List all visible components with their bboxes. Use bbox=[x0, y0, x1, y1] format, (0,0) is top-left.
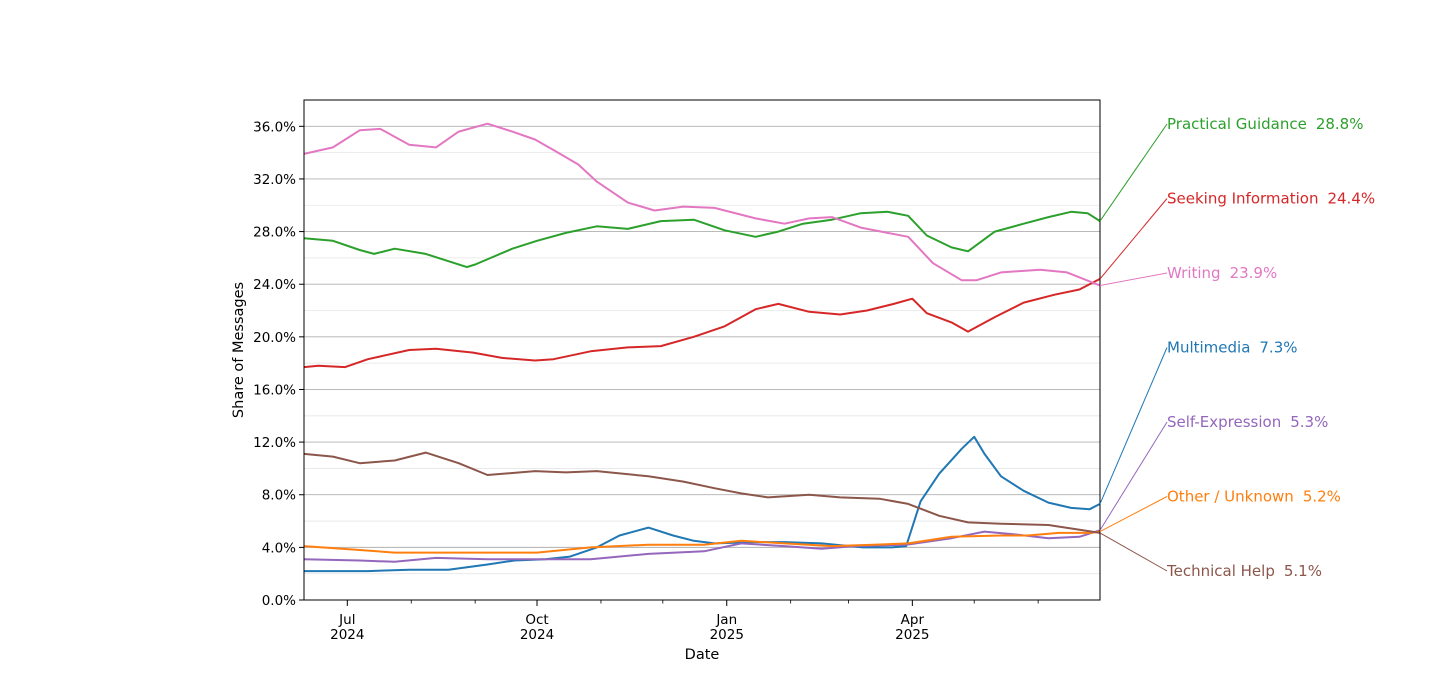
legend-label: Practical Guidance 28.8% bbox=[1167, 115, 1363, 133]
series-name: Practical Guidance bbox=[1167, 115, 1307, 133]
x-axis-label: Date bbox=[685, 647, 720, 663]
series-line-practical-guidance bbox=[303, 210, 1101, 269]
y-tick-label: 0.0% bbox=[262, 593, 296, 609]
y-tick-label: 28.0% bbox=[253, 225, 296, 241]
series-end-value: 23.9% bbox=[1230, 264, 1278, 282]
leader-line bbox=[1099, 347, 1168, 505]
leader-line bbox=[1099, 198, 1168, 280]
x-tick-label-year: 2024 bbox=[330, 627, 364, 643]
series-line-technical-help bbox=[303, 451, 1101, 534]
gridlines bbox=[304, 125, 1100, 601]
legend-label: Other / Unknown 5.2% bbox=[1167, 488, 1341, 506]
series-lines bbox=[303, 122, 1101, 573]
x-tick-label-month: Oct bbox=[525, 612, 548, 628]
legend-label: Writing 23.9% bbox=[1167, 264, 1277, 282]
series-name: Multimedia bbox=[1167, 339, 1250, 357]
leader-line bbox=[1099, 496, 1168, 533]
series-end-value: 28.8% bbox=[1316, 115, 1364, 133]
leader-line bbox=[1099, 272, 1168, 287]
legend-label: Technical Help 5.1% bbox=[1166, 562, 1322, 580]
leader-line bbox=[1099, 123, 1168, 222]
legend-label: Self-Expression 5.3% bbox=[1167, 413, 1328, 431]
series-line-writing bbox=[303, 122, 1101, 287]
series-end-value: 24.4% bbox=[1327, 190, 1375, 208]
leader-line bbox=[1099, 532, 1168, 572]
leader-line bbox=[1099, 421, 1168, 531]
y-tick-label: 20.0% bbox=[253, 330, 296, 346]
x-tick-label-year: 2025 bbox=[710, 627, 744, 643]
y-tick-label: 32.0% bbox=[253, 172, 296, 188]
x-tick-label-month: Jul bbox=[338, 612, 355, 628]
legend-label: Seeking Information 24.4% bbox=[1167, 190, 1375, 208]
series-name: Self-Expression bbox=[1167, 413, 1281, 431]
y-tick-label: 16.0% bbox=[253, 382, 296, 398]
series-name: Writing bbox=[1167, 264, 1221, 282]
x-tick-label-year: 2025 bbox=[895, 627, 929, 643]
series-name: Other / Unknown bbox=[1167, 488, 1294, 506]
series-line-self-expression bbox=[303, 529, 1101, 563]
series-name: Technical Help bbox=[1166, 562, 1275, 580]
series-end-value: 5.2% bbox=[1303, 488, 1341, 506]
y-tick-label: 8.0% bbox=[262, 488, 296, 504]
x-tick-label-month: Apr bbox=[901, 612, 925, 628]
plot-frame bbox=[303, 99, 1101, 601]
series-line-other-unknown bbox=[303, 530, 1101, 554]
y-tick-label: 12.0% bbox=[253, 435, 296, 451]
y-axis-ticks: 0.0% 4.0% 8.0% 12.0% 16.0% 20.0% 24.0% 28.0% 32.… bbox=[253, 119, 304, 609]
series-end-value: 5.1% bbox=[1284, 562, 1322, 580]
legend-label: Multimedia 7.3% bbox=[1167, 339, 1298, 357]
y-tick-label: 4.0% bbox=[262, 540, 296, 556]
x-tick-label-year: 2024 bbox=[520, 627, 554, 643]
series-end-value: 7.3% bbox=[1259, 339, 1297, 357]
y-axis-label: Share of Messages bbox=[231, 282, 247, 418]
series-name: Seeking Information bbox=[1167, 190, 1318, 208]
series-end-value: 5.3% bbox=[1290, 413, 1328, 431]
end-labels: Practical Guidance 28.8% Seeking Informati… bbox=[1099, 115, 1375, 580]
x-tick-label-month: Jan bbox=[715, 612, 737, 628]
series-line-seeking-information bbox=[303, 278, 1101, 369]
y-tick-label: 24.0% bbox=[253, 277, 296, 293]
y-tick-label: 36.0% bbox=[253, 119, 296, 135]
